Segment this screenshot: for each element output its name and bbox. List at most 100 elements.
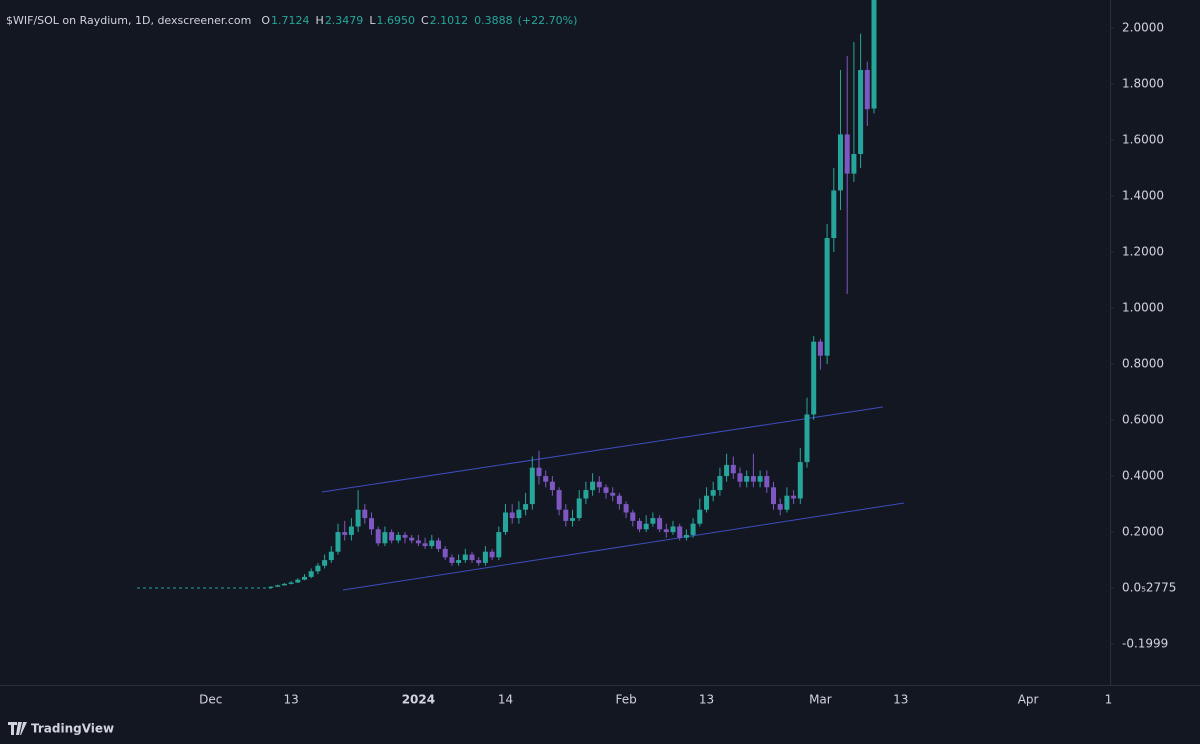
x-tick-label: Feb — [615, 693, 636, 707]
candle-body — [543, 476, 549, 482]
candle-body — [824, 238, 830, 356]
candle-body — [677, 526, 683, 538]
candle-body — [456, 560, 462, 563]
candle-body — [570, 518, 575, 521]
candle-body — [268, 586, 274, 588]
candle-body — [281, 583, 287, 586]
y-tick-label: 2.0000 — [1122, 21, 1164, 35]
candle-body — [704, 495, 709, 510]
candle-body — [355, 509, 361, 527]
x-tick-label: 13 — [699, 693, 714, 707]
candle-body — [851, 154, 857, 174]
candle-body — [335, 532, 341, 552]
candle-body — [616, 495, 622, 505]
change-value: 0.3888 — [474, 14, 513, 27]
y-tick-label: -0.1999 — [1122, 637, 1168, 651]
y-tick-label: 0.8000 — [1122, 357, 1164, 371]
x-tick-label: Dec — [199, 693, 222, 707]
candle-body — [402, 534, 408, 538]
candle-body — [797, 462, 803, 499]
candle-body — [757, 476, 763, 482]
candle-body — [791, 495, 797, 499]
header: $WIF/SOL on Raydium, 1D, dexscreener.com… — [6, 14, 577, 27]
candle-body — [409, 537, 415, 541]
candle-body — [871, 0, 877, 109]
candle-body — [362, 509, 368, 519]
candle-body — [864, 70, 870, 110]
x-tick-label: Apr — [1018, 693, 1039, 707]
candle-body — [844, 134, 850, 174]
candle-body — [710, 490, 716, 496]
candle-body — [288, 582, 294, 584]
candle-body — [322, 560, 328, 566]
candle-body — [630, 512, 636, 521]
candle-body — [348, 526, 354, 535]
watermark-text: TradingView — [31, 722, 114, 736]
y-tick-label: 1.0000 — [1122, 301, 1164, 315]
candle-body — [817, 341, 823, 356]
candle-body — [509, 512, 515, 519]
candle-body — [516, 509, 522, 519]
candle-body — [764, 476, 770, 488]
candle-body — [308, 571, 314, 577]
y-tick-label: 1.2000 — [1122, 245, 1164, 259]
legend-key: O — [261, 14, 270, 27]
candle-body — [690, 523, 696, 535]
candle-body — [429, 540, 435, 547]
legend-key: H — [316, 14, 324, 27]
candle-body — [389, 532, 395, 541]
tradingview-logo — [8, 722, 27, 735]
candle-body — [784, 495, 790, 510]
candle-body — [449, 557, 455, 563]
candle-body — [643, 523, 649, 530]
candle-body — [382, 532, 388, 544]
candle-body — [683, 534, 689, 538]
legend-value: 2.3479 — [325, 14, 364, 27]
legend-value: 1.7124 — [271, 14, 310, 27]
channel-lower — [342, 502, 905, 591]
candle-body — [503, 512, 508, 533]
legend-value: 2.1012 — [430, 14, 469, 27]
candle-body — [496, 532, 502, 558]
candle-body — [737, 473, 743, 482]
candle-body — [657, 518, 663, 530]
candle-body — [375, 529, 381, 544]
y-tick-label: 1.4000 — [1122, 189, 1164, 203]
candle-body — [342, 532, 348, 535]
candle-body — [744, 476, 750, 482]
x-tick-label: 2024 — [402, 693, 435, 707]
candle-body — [730, 464, 736, 474]
candle-body — [858, 70, 864, 155]
candle-body — [328, 551, 334, 561]
x-tick-label: 1 — [1105, 693, 1113, 707]
legend-value: 1.6950 — [376, 14, 415, 27]
candle-body — [576, 498, 582, 519]
candle-body — [717, 476, 723, 491]
candle-body — [563, 509, 569, 521]
legend-key: L — [369, 14, 376, 27]
channel-upper — [321, 406, 884, 493]
chart-title: $WIF/SOL on Raydium, 1D, dexscreener.com — [6, 14, 251, 27]
candle-body — [315, 565, 321, 572]
candle-body — [777, 504, 783, 510]
candle-body — [549, 481, 555, 491]
candle-body — [302, 576, 307, 580]
candle-body — [603, 487, 609, 493]
candle-body — [596, 481, 602, 488]
x-tick-label: 13 — [893, 693, 908, 707]
candle-body — [590, 481, 596, 491]
candle-body — [831, 190, 837, 239]
candle-body — [697, 509, 703, 524]
candle-body — [442, 548, 448, 558]
candle-body — [295, 579, 301, 583]
candle-body — [811, 341, 817, 415]
candle-body — [610, 492, 616, 496]
y-tick-label: 0.2000 — [1122, 525, 1164, 539]
y-tick-label: 0.0₅2775 — [1122, 581, 1176, 595]
y-tick-label: 0.4000 — [1122, 469, 1164, 483]
candle-body — [369, 518, 374, 530]
change-percent: (+22.70%) — [518, 14, 578, 27]
candle-body — [395, 534, 401, 541]
candle-body — [650, 518, 656, 524]
